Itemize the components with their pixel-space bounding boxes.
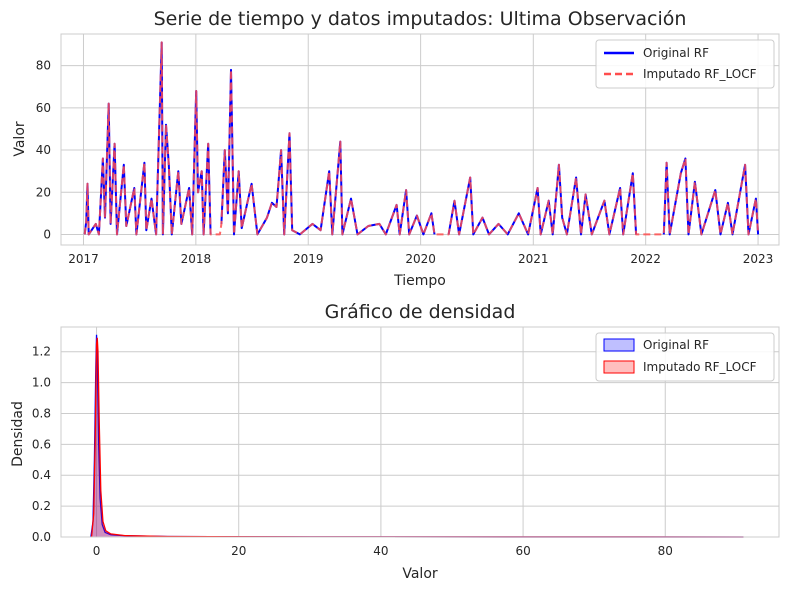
- density-chart: Gráfico de densidad 0 20 40 60 80 0.0 0.2 0.4 0.…: [10, 301, 780, 582]
- kde-ytick-label: 1.2: [32, 345, 51, 359]
- density-frame: [60, 326, 780, 538]
- ts-ytick-label: 0: [43, 227, 51, 241]
- timeseries-chart: Serie de tiempo y datos imputados: Ultim…: [12, 8, 780, 289]
- density-legend: Original RF Imputado RF_LOCF: [595, 332, 775, 382]
- density-title: Gráfico de densidad: [325, 301, 516, 323]
- ts-ytick-label: 60: [36, 101, 51, 115]
- density-legend-original-label: Original RF: [643, 338, 709, 352]
- ts-ytick-label: 40: [36, 143, 51, 157]
- ts-xtick-label: 2017: [68, 252, 99, 266]
- ts-xtick-label: 2023: [743, 252, 774, 266]
- kde-xtick-label: 40: [373, 544, 388, 558]
- ts-xtick-label: 2020: [405, 252, 436, 266]
- ts-ytick-label: 80: [36, 59, 51, 73]
- timeseries-legend-box: [595, 39, 775, 89]
- density-legend-imputed-label: Imputado RF_LOCF: [643, 360, 757, 374]
- timeseries-xlabel: Tiempo: [393, 273, 446, 289]
- timeseries-title: Serie de tiempo y datos imputados: Ultim…: [154, 8, 687, 30]
- kde-ytick-label: 0.2: [32, 499, 51, 513]
- series-imputado-rf-locf: [83, 41, 760, 236]
- kde-xtick-label: 0: [93, 544, 101, 558]
- kde-ytick-label: 1.0: [32, 376, 51, 390]
- kde-xtick-label: 20: [231, 544, 246, 558]
- timeseries-legend: Original RF Imputado RF_LOCF: [595, 39, 775, 89]
- series-original-rf: [83, 41, 760, 236]
- kde-ytick-label: 0.6: [32, 437, 51, 451]
- kde-ytick-label: 0.8: [32, 406, 51, 420]
- density-ticks: 0 20 40 60 80 0.0 0.2 0.4 0.6 0.8 1.0 1.2: [32, 345, 673, 558]
- legend-imputed-label: Imputado RF_LOCF: [643, 67, 757, 81]
- timeseries-ticks: 2017 2018 2019 2020 2021 2022 2023 0 20 40 60 80: [36, 59, 774, 266]
- ts-xtick-label: 2021: [518, 252, 549, 266]
- density-xlabel: Valor: [402, 566, 438, 582]
- ts-xtick-label: 2018: [181, 252, 212, 266]
- timeseries-frame: [60, 33, 780, 246]
- legend-original-patch: [603, 338, 635, 352]
- timeseries-series: [83, 41, 760, 236]
- timeseries-ylabel: Valor: [12, 121, 28, 157]
- kde-ytick-label: 0.4: [32, 468, 51, 482]
- kde-xtick-label: 80: [658, 544, 673, 558]
- ts-xtick-label: 2022: [630, 252, 661, 266]
- density-legend-box: [595, 332, 775, 382]
- kde-ytick-label: 0.0: [32, 530, 51, 544]
- density-ylabel: Densidad: [10, 401, 26, 467]
- legend-imputed-patch: [603, 360, 635, 374]
- kde-xtick-label: 60: [515, 544, 530, 558]
- ts-xtick-label: 2019: [293, 252, 324, 266]
- legend-original-label: Original RF: [643, 46, 709, 60]
- ts-ytick-label: 20: [36, 185, 51, 199]
